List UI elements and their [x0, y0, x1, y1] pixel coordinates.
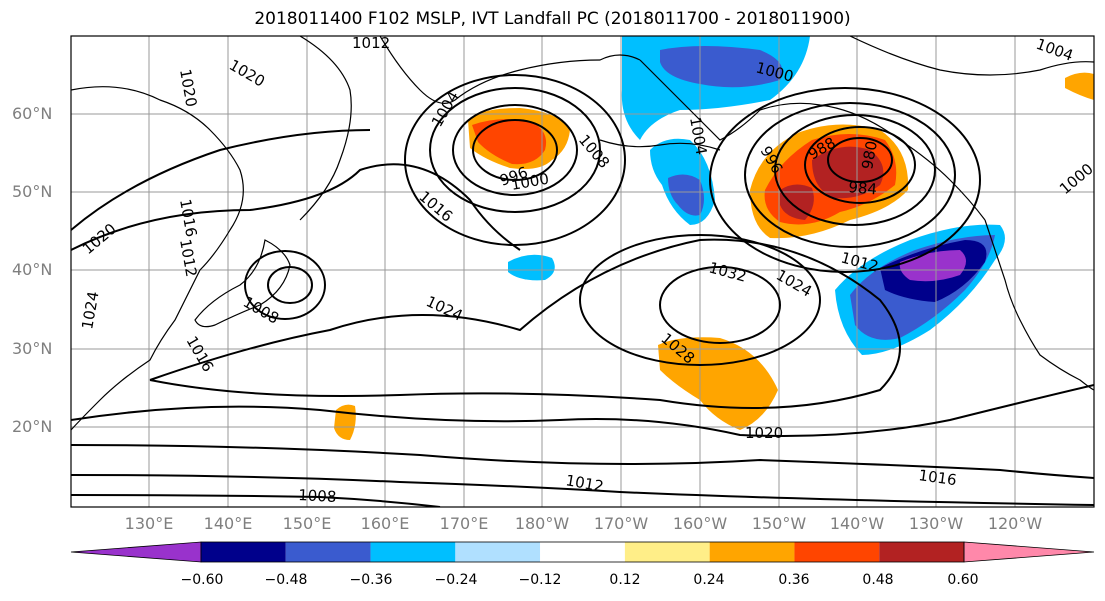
coast-japan [194, 239, 291, 328]
mslp-contours [71, 74, 1094, 507]
contour-low-gulf-1 [827, 137, 893, 183]
contour-1020-west [71, 129, 371, 231]
lon-label: 170°E [439, 514, 489, 533]
negative-anomaly-bering-core [660, 46, 783, 88]
contour-label: 1012 [352, 34, 390, 52]
map-area: 1012 1020 1020 1004 996 1000 1008 1016 1… [71, 34, 1094, 507]
contour-low-gulf-2 [804, 126, 916, 204]
lon-label: 150°E [282, 514, 332, 533]
colorbar-tick-label: −0.24 [434, 572, 478, 588]
contour-high-1 [659, 266, 781, 344]
lon-label: 170°W [593, 514, 649, 533]
contour-label: 980 [858, 139, 881, 170]
colorbar-swatch [624, 542, 710, 562]
colorbar-tick-label: 0.24 [693, 572, 725, 588]
colorbar-swatch [201, 542, 286, 562]
lon-label: 160°E [360, 514, 410, 533]
coastlines [71, 36, 1094, 431]
peak-anomaly-gulf [812, 146, 884, 199]
map-frame [70, 35, 1095, 508]
contour-low-west-2 [452, 104, 578, 196]
map-title: 2018011400 F102 MSLP, IVT Landfall PC (2… [254, 9, 851, 29]
coast-aleutians [599, 139, 721, 151]
lat-label-60n: 60°N [12, 104, 53, 123]
contour-label: 1008 [298, 486, 337, 506]
colorbar-tick-label: 0.36 [778, 572, 810, 588]
contour-1024 [149, 238, 901, 409]
contour-1016 [71, 444, 1094, 479]
colorbar-frame [200, 541, 965, 563]
colorbar-extend-high [963, 541, 1095, 563]
peak-anomaly-gulf-2 [780, 184, 814, 220]
coast-canada [849, 36, 1094, 76]
colorbar-tick-label: −0.48 [264, 572, 308, 588]
lon-label: 140°E [203, 514, 253, 533]
coast-west-us [984, 219, 1094, 391]
lon-label: 150°W [751, 514, 807, 533]
positive-anomaly-east [1065, 72, 1094, 100]
colorbar-tick-label: 0.12 [609, 572, 641, 588]
colorbar-swatch [709, 542, 795, 562]
contour-low-gulf-3 [774, 114, 936, 226]
gridlines [71, 36, 1094, 507]
coast-asia [71, 86, 244, 431]
colorbar-tick-label: −0.36 [349, 572, 393, 588]
colorbar-extend-low [70, 541, 202, 563]
contour-low-west-1 [472, 119, 558, 181]
contour-1020 [71, 384, 1094, 437]
colorbar-tick-label: −0.12 [518, 572, 562, 588]
contour-low-japan-1 [267, 266, 313, 304]
contour-label: 984 [848, 178, 878, 198]
colorbar-swatch [285, 542, 371, 562]
lon-label: 130°W [908, 514, 964, 533]
contour-low-west-3 [429, 87, 601, 213]
colorbar-swatch [370, 542, 456, 562]
colorbar-swatch [455, 542, 541, 562]
contour-label: 1020 [745, 424, 783, 442]
lat-label-20n: 20°N [12, 417, 53, 436]
lon-label: 130°E [124, 514, 174, 533]
colorbar-tick-label: 0.48 [862, 572, 894, 588]
negative-anomaly-small [508, 254, 555, 281]
colorbar-swatch [794, 542, 880, 562]
contour-low-gulf-5 [709, 87, 981, 273]
coast-siberia [379, 36, 641, 104]
lat-label-40n: 40°N [12, 260, 53, 279]
strong-anomaly-west [472, 119, 547, 165]
lat-label-50n: 50°N [12, 182, 53, 201]
lat-label-30n: 30°N [12, 339, 53, 358]
contour-low-japan-2 [244, 250, 326, 320]
colorbar-tick-label: 0.60 [947, 572, 979, 588]
colorbar-tick-label: −0.60 [180, 572, 224, 588]
lon-label: 160°W [672, 514, 728, 533]
colorbar-swatch [540, 542, 625, 562]
negative-anomaly-aleutian-core [668, 174, 704, 216]
coast-alaska [639, 59, 986, 221]
colorbar-swatch [879, 542, 964, 562]
contour-high-2 [579, 234, 821, 366]
contour-low-west-4 [404, 74, 626, 246]
contour-label: 1016 [917, 466, 957, 489]
contour-1008 [71, 494, 441, 507]
lon-label: 180°W [514, 514, 570, 533]
colorbar [70, 541, 1095, 563]
lon-label: 120°W [987, 514, 1043, 533]
contour-low-gulf-4 [744, 102, 956, 248]
contour-1016-west [71, 163, 521, 251]
coast-kamchatka [299, 36, 352, 221]
lon-label: 140°W [829, 514, 885, 533]
contour-1012 [71, 474, 1094, 506]
